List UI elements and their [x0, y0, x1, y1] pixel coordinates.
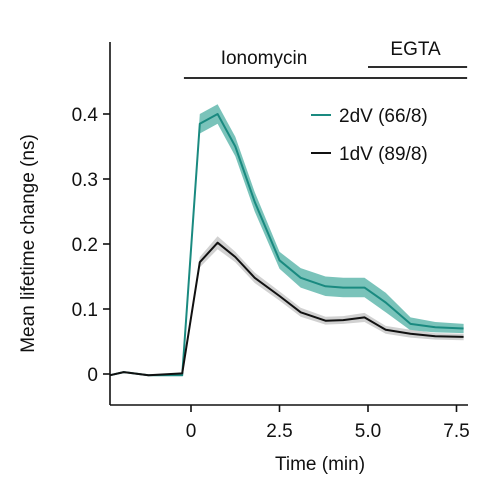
series-lines	[109, 113, 464, 377]
x-tick-label: 2.5	[266, 421, 292, 442]
y-axis-title: Mean lifetime change (ns)	[18, 134, 39, 353]
annotations: Ionomycin EGTA	[183, 39, 468, 79]
annotation-label-egta: EGTA	[390, 39, 441, 60]
y-tick-label: 0.1	[72, 300, 98, 321]
y-tick-label: 0.2	[72, 235, 98, 256]
x-axis-title: Time (min)	[275, 454, 365, 475]
y-tick-label: 0.3	[72, 170, 98, 191]
x-tick-label: 5.0	[355, 421, 381, 442]
series-line-2dv	[109, 113, 464, 377]
y-tick-label: 0	[87, 365, 98, 386]
series-line-1dv	[109, 241, 464, 377]
annotation-label-ionomycin: Ionomycin	[221, 48, 308, 69]
legend-label: 1dV (89/8)	[339, 144, 428, 165]
error-band-1dv	[109, 236, 464, 376]
legend-label: 2dV (66/8)	[339, 106, 428, 127]
x-tick-label: 0	[186, 421, 197, 442]
x-tick-label: 7.5	[443, 421, 469, 442]
axes: 0 0.1 0.2 0.3 0.4 0 2.5 5.0 7.5 Time (min) Mean li…	[18, 42, 470, 475]
y-tick-label: 0.4	[72, 105, 99, 126]
legend: 2dV (66/8) 1dV (89/8)	[311, 106, 428, 165]
